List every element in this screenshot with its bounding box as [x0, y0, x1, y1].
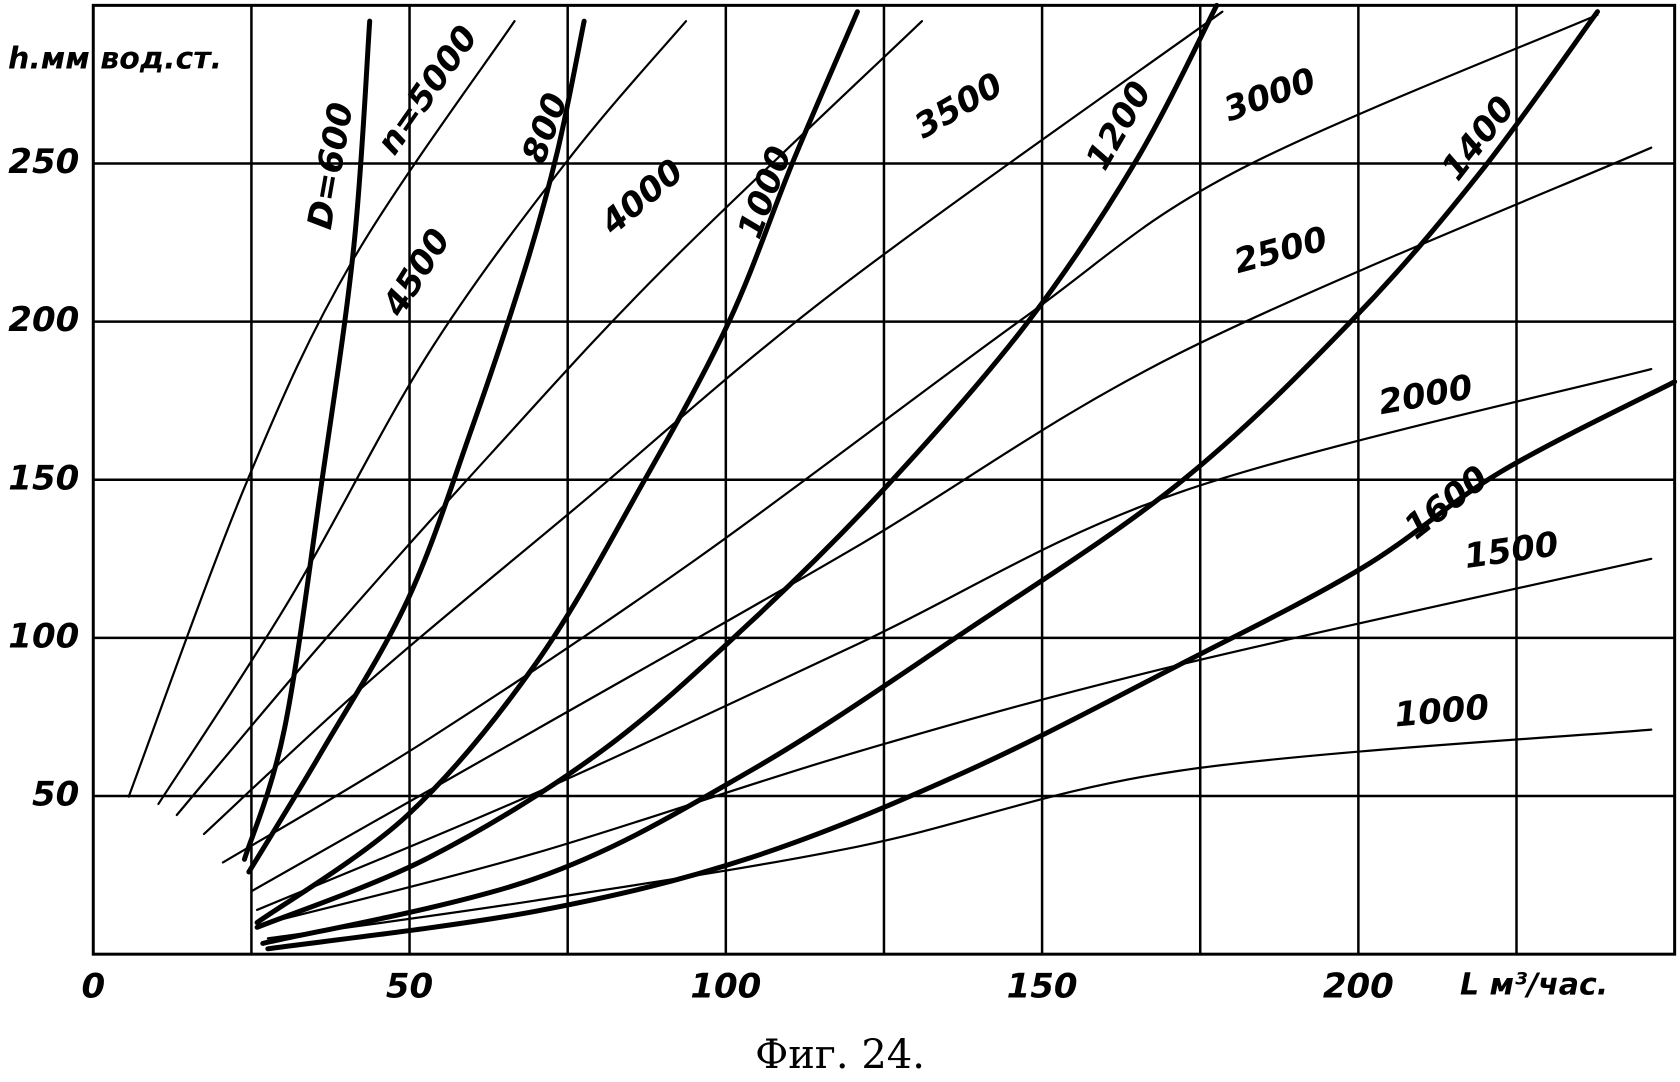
x-tick-label: 200: [1323, 967, 1394, 1007]
y-tick-label: 250: [8, 142, 79, 182]
curve-label: 1200: [1078, 75, 1160, 177]
curve: [254, 2, 1220, 930]
curve-label: 4000: [592, 151, 691, 243]
curve-label: 4500: [374, 222, 459, 324]
x-tick-label: 0: [81, 967, 105, 1007]
curve-label: 2500: [1230, 219, 1332, 282]
curve: [175, 20, 924, 817]
curve: [260, 9, 1600, 946]
curve-label: 1500: [1462, 524, 1561, 577]
curve-label: 3500: [908, 65, 1010, 147]
caption: Фиг. 24.: [755, 1032, 925, 1078]
curve: [202, 10, 1224, 836]
curve: [261, 557, 1653, 926]
curve-label: 1000: [1393, 687, 1491, 735]
curve: [157, 20, 688, 806]
curve: [246, 18, 587, 875]
x-tick-label: 50: [386, 967, 433, 1007]
curve: [266, 728, 1653, 940]
y-axis-title: h.мм вод.ст.: [8, 42, 222, 77]
curve-label: 3000: [1219, 60, 1322, 130]
x-axis-title: L м³/час.: [1460, 968, 1608, 1003]
curve: [221, 13, 1599, 864]
curve: [127, 20, 516, 798]
x-tick-label: 150: [1007, 967, 1078, 1007]
curve: [256, 367, 1653, 912]
curve: [250, 146, 1653, 893]
curve-label: D=600: [300, 100, 362, 233]
y-tick-label: 200: [8, 300, 79, 340]
y-tick-label: 100: [8, 616, 79, 656]
y-tick-label: 150: [8, 458, 79, 498]
y-tick-label: 50: [32, 775, 79, 815]
x-tick-label: 100: [690, 967, 761, 1007]
curve-label: n=5000: [369, 18, 486, 162]
curve: [241, 18, 373, 862]
curve: [254, 9, 860, 926]
curve: [265, 379, 1678, 952]
